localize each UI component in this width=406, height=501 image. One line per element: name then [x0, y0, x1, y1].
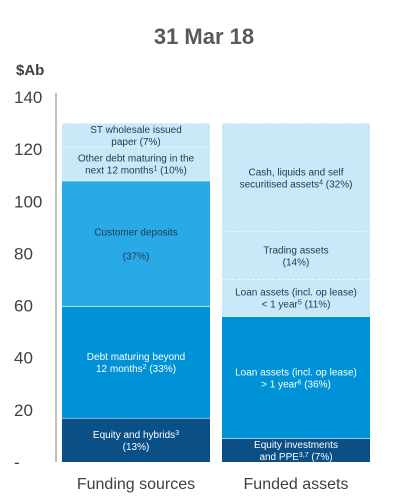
x-category-label: Funding sources: [77, 476, 195, 493]
bar-segment: [62, 146, 210, 181]
bar-segment: [222, 278, 370, 317]
y-tick-label: 60: [14, 297, 33, 316]
segment-label: ST wholesale issued paper (7%): [90, 125, 182, 148]
segment-label: Equity and hybrids3 (13%): [93, 429, 179, 453]
segment-label: Other debt maturing in the next 12 months…: [78, 154, 195, 177]
y-tick-label: 140: [14, 88, 42, 107]
y-tick-label: 100: [14, 192, 42, 211]
chart-title: 31 Mar 18: [154, 24, 254, 49]
bar-segment: [222, 438, 370, 462]
bar-segment: [62, 123, 210, 147]
segment-label: Trading assets (14%): [263, 245, 328, 268]
segment-label: Equity investments and PPE3,7 (7%): [254, 440, 338, 463]
bar-segment: [62, 417, 210, 462]
bar-segment: [222, 316, 370, 439]
y-axis: - 20 40 60 80 100 120 140: [14, 88, 57, 472]
x-category-label: Funded assets: [244, 476, 349, 493]
bar-segment: [222, 123, 370, 232]
segment-label: Customer deposits (37%): [94, 227, 177, 262]
stacked-bars: Equity and hybrids3 (13%) Debt maturing be…: [62, 122, 370, 463]
bar-funding-sources: Equity and hybrids3 (13%) Debt maturing be…: [62, 122, 210, 462]
y-tick-label: 40: [14, 349, 33, 368]
y-tick-label: 120: [14, 140, 42, 159]
y-tick-label: -: [14, 453, 20, 472]
bar-segment: [222, 231, 370, 279]
segment-label: Loan assets (incl. op lease) < 1 year5 (1…: [235, 288, 357, 311]
segment-label: Debt maturing beyond 12 months2 (33%): [87, 352, 185, 375]
y-tick-label: 20: [14, 401, 33, 420]
bar-funded-assets: Equity investments and PPE3,7 (7%) Loan as…: [222, 122, 370, 463]
y-tick-label: 80: [14, 244, 33, 263]
y-axis-unit-label: $Ab: [16, 62, 44, 79]
segment-label: Loan assets (incl. op lease) > 1 year6 (3…: [235, 367, 357, 390]
segment-label: Cash, liquids and self securitised assets…: [240, 167, 353, 190]
bar-segment: [62, 180, 210, 307]
bar-segment: [62, 306, 210, 418]
x-axis-categories: Funding sources Funded assets: [77, 476, 349, 493]
